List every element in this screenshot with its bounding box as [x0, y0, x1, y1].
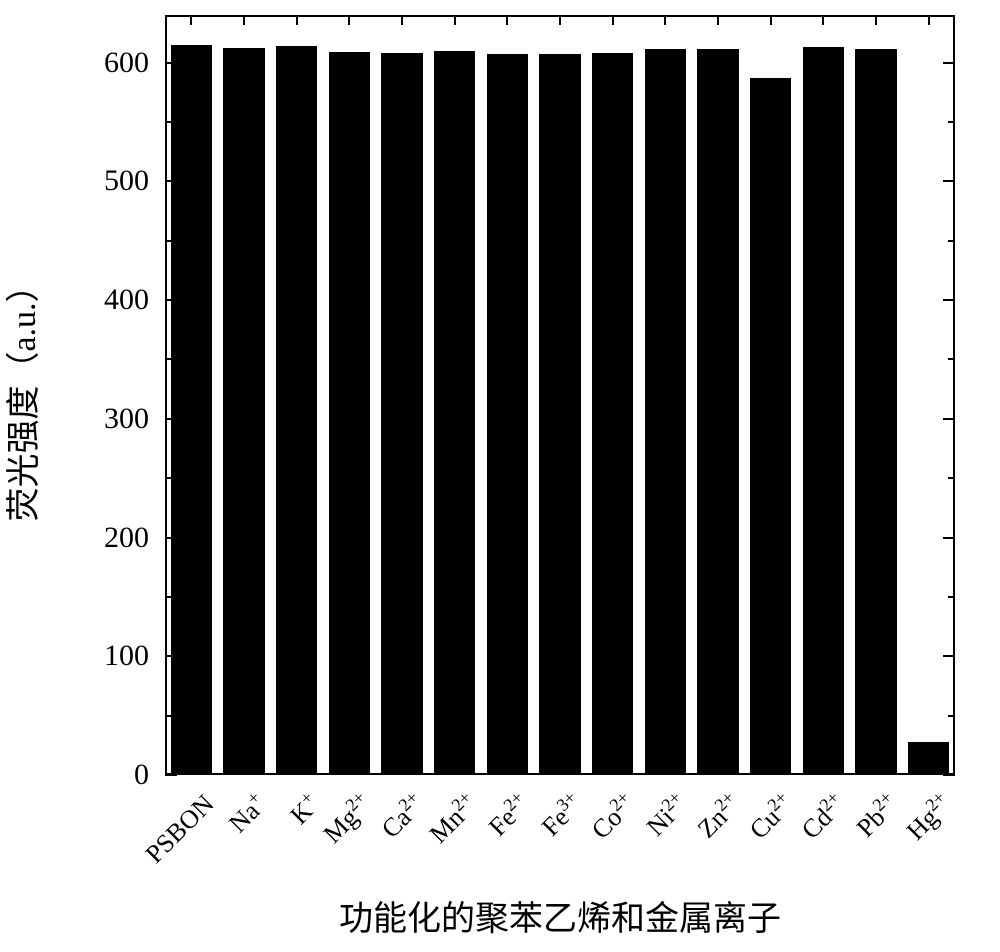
x-tick: [875, 765, 877, 775]
x-tick: [770, 15, 772, 25]
bar: [329, 52, 370, 775]
y-minor-tick: [165, 715, 172, 717]
x-tick: [348, 765, 350, 775]
bar: [592, 53, 633, 775]
x-tick: [664, 765, 666, 775]
x-tick: [296, 15, 298, 25]
y-minor-tick: [165, 121, 172, 123]
y-tick: [943, 180, 955, 182]
y-minor-tick: [165, 358, 172, 360]
bar: [539, 54, 580, 775]
x-tick: [454, 15, 456, 25]
y-tick: [943, 418, 955, 420]
bars-layer: [165, 15, 955, 775]
x-tick: [612, 765, 614, 775]
y-tick: [165, 774, 177, 776]
y-minor-tick: [165, 477, 172, 479]
x-tick: [612, 15, 614, 25]
y-tick-label: 100: [0, 639, 149, 673]
bar: [855, 49, 896, 775]
y-minor-tick: [948, 477, 955, 479]
y-minor-tick: [948, 715, 955, 717]
bar: [381, 53, 422, 775]
x-tick: [559, 765, 561, 775]
plot-area: [165, 15, 955, 775]
y-tick: [165, 537, 177, 539]
y-tick: [165, 180, 177, 182]
x-tick: [928, 765, 930, 775]
bar: [276, 46, 317, 775]
bar: [487, 54, 528, 775]
x-tick: [717, 15, 719, 25]
bar: [223, 48, 264, 775]
x-tick: [875, 15, 877, 25]
x-tick: [822, 15, 824, 25]
bar: [750, 78, 791, 775]
y-minor-tick: [948, 240, 955, 242]
y-tick-label: 200: [0, 521, 149, 555]
y-tick: [943, 299, 955, 301]
x-tick: [296, 765, 298, 775]
x-tick: [243, 765, 245, 775]
bar: [803, 47, 844, 775]
y-tick-label: 600: [0, 46, 149, 80]
x-tick: [190, 765, 192, 775]
y-tick-label: 0: [0, 758, 149, 792]
x-tick: [928, 15, 930, 25]
x-tick: [770, 765, 772, 775]
x-tick: [348, 15, 350, 25]
x-tick: [190, 15, 192, 25]
bar: [434, 51, 475, 775]
bar: [171, 45, 212, 775]
y-minor-tick: [165, 596, 172, 598]
y-tick: [943, 62, 955, 64]
x-tick: [559, 15, 561, 25]
y-minor-tick: [948, 358, 955, 360]
y-tick: [943, 655, 955, 657]
bar-chart: 0100200300400500600 PSBONNa+K+Mg2+Ca2+Mn…: [0, 0, 1000, 951]
x-tick: [822, 765, 824, 775]
y-tick: [943, 537, 955, 539]
bar: [697, 49, 738, 775]
y-minor-tick: [948, 596, 955, 598]
y-tick-label: 500: [0, 164, 149, 198]
y-tick: [165, 299, 177, 301]
y-tick: [165, 418, 177, 420]
y-tick: [943, 774, 955, 776]
x-tick: [664, 15, 666, 25]
x-axis-title: 功能化的聚苯乙烯和金属离子: [165, 891, 955, 940]
x-tick: [454, 765, 456, 775]
y-axis-title: 荧光强度（a.u.）: [0, 268, 45, 521]
bar: [645, 49, 686, 775]
x-tick: [506, 15, 508, 25]
y-minor-tick: [165, 240, 172, 242]
y-minor-tick: [948, 121, 955, 123]
x-tick: [243, 15, 245, 25]
x-tick: [401, 765, 403, 775]
y-tick: [165, 655, 177, 657]
x-tick: [506, 765, 508, 775]
y-tick: [165, 62, 177, 64]
x-tick: [717, 765, 719, 775]
x-tick: [401, 15, 403, 25]
